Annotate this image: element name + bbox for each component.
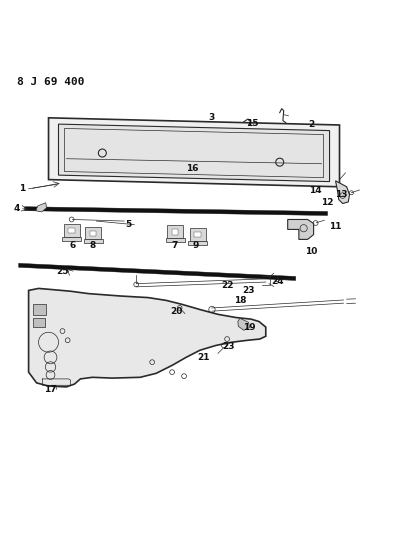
Text: 13: 13 bbox=[335, 190, 348, 199]
Polygon shape bbox=[19, 263, 296, 280]
Text: 4: 4 bbox=[14, 204, 20, 213]
Polygon shape bbox=[48, 118, 340, 187]
Bar bbox=[68, 228, 75, 233]
Text: 8 J 69 400: 8 J 69 400 bbox=[17, 77, 84, 87]
Text: 25: 25 bbox=[56, 267, 69, 276]
Polygon shape bbox=[58, 124, 330, 182]
Bar bbox=[85, 227, 101, 239]
Text: 22: 22 bbox=[222, 281, 234, 290]
Text: 24: 24 bbox=[272, 277, 284, 286]
Bar bbox=[166, 238, 185, 242]
Text: 18: 18 bbox=[234, 296, 246, 305]
Text: 1: 1 bbox=[20, 184, 26, 193]
Text: 19: 19 bbox=[244, 322, 256, 332]
Text: 6: 6 bbox=[69, 241, 76, 250]
Bar bbox=[62, 237, 81, 240]
Text: 10: 10 bbox=[306, 247, 318, 256]
Text: 23: 23 bbox=[242, 286, 255, 295]
Text: 12: 12 bbox=[321, 198, 334, 207]
Bar bbox=[84, 239, 103, 244]
Bar bbox=[172, 229, 178, 235]
Bar bbox=[190, 228, 206, 240]
Text: 2: 2 bbox=[308, 120, 315, 130]
Bar bbox=[194, 232, 201, 237]
Bar bbox=[90, 231, 96, 236]
Text: 5: 5 bbox=[125, 220, 131, 229]
Text: 17: 17 bbox=[44, 385, 57, 394]
Text: 8: 8 bbox=[89, 241, 96, 250]
Text: 3: 3 bbox=[209, 112, 215, 122]
Text: 9: 9 bbox=[193, 241, 199, 250]
Text: 23: 23 bbox=[222, 342, 235, 351]
Polygon shape bbox=[288, 220, 314, 239]
Text: 11: 11 bbox=[329, 222, 342, 231]
Bar bbox=[33, 318, 44, 327]
Text: 15: 15 bbox=[246, 118, 258, 127]
Bar bbox=[188, 240, 207, 245]
Text: 16: 16 bbox=[186, 164, 198, 173]
Bar bbox=[33, 304, 46, 315]
Polygon shape bbox=[25, 207, 328, 215]
Text: 20: 20 bbox=[170, 306, 182, 316]
Bar bbox=[64, 224, 80, 237]
Polygon shape bbox=[238, 318, 250, 330]
Text: 14: 14 bbox=[309, 186, 322, 195]
Text: 21: 21 bbox=[198, 353, 210, 362]
Bar bbox=[167, 225, 183, 238]
Polygon shape bbox=[28, 288, 266, 387]
Polygon shape bbox=[336, 181, 350, 204]
Text: 7: 7 bbox=[171, 241, 177, 250]
Polygon shape bbox=[36, 203, 46, 212]
